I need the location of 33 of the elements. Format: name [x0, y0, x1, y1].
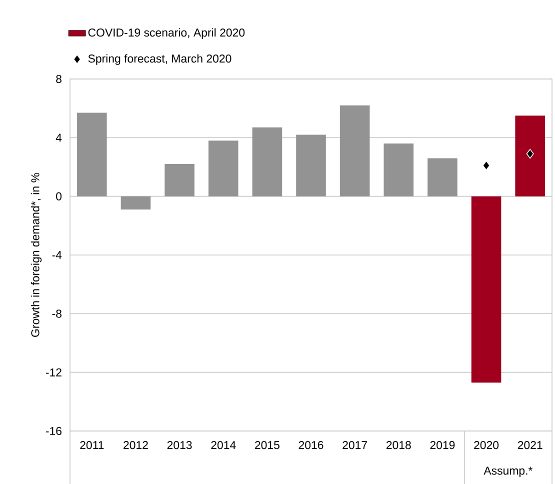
y-tick-label: -12	[46, 368, 62, 376]
bar	[208, 140, 238, 196]
bar	[252, 127, 282, 196]
x-tick-label: 2011	[80, 441, 104, 450]
x-tick-label: 2020	[474, 441, 499, 450]
bar	[77, 112, 107, 196]
x-tick-label: 2019	[430, 441, 455, 450]
bar	[164, 164, 194, 196]
bar	[340, 105, 370, 196]
x-tick-label: 2012	[124, 441, 148, 450]
x-tick-label: 2016	[298, 441, 324, 450]
x-tick-label: 2017	[342, 441, 367, 450]
x-tick-label: 2013	[167, 441, 192, 450]
y-tick-label: -16	[46, 426, 62, 436]
y-tick-label: 8	[56, 74, 62, 84]
bar	[296, 134, 326, 196]
x-tick-label: 2015	[255, 441, 280, 450]
legend-label: Spring forecast, March 2020	[88, 54, 232, 65]
bar	[428, 158, 458, 196]
bar	[120, 196, 151, 210]
bar	[515, 116, 545, 196]
y-tick-label: 4	[56, 134, 62, 142]
text: Assump.*	[484, 466, 533, 477]
y-tick-label: -8	[52, 310, 62, 318]
y-axis-title: Growth in foreign demand*, in %	[30, 172, 42, 337]
y-tick-label: 0	[56, 192, 62, 200]
bar	[471, 196, 502, 383]
x-tick-label: 2018	[386, 441, 411, 450]
x-tick-label: 2021	[518, 441, 542, 450]
x-tick-label: 2014	[211, 441, 236, 450]
bar	[384, 144, 414, 196]
legend-label: COVID-19 scenario, April 2020	[88, 28, 245, 39]
y-tick-label: -4	[52, 251, 62, 259]
